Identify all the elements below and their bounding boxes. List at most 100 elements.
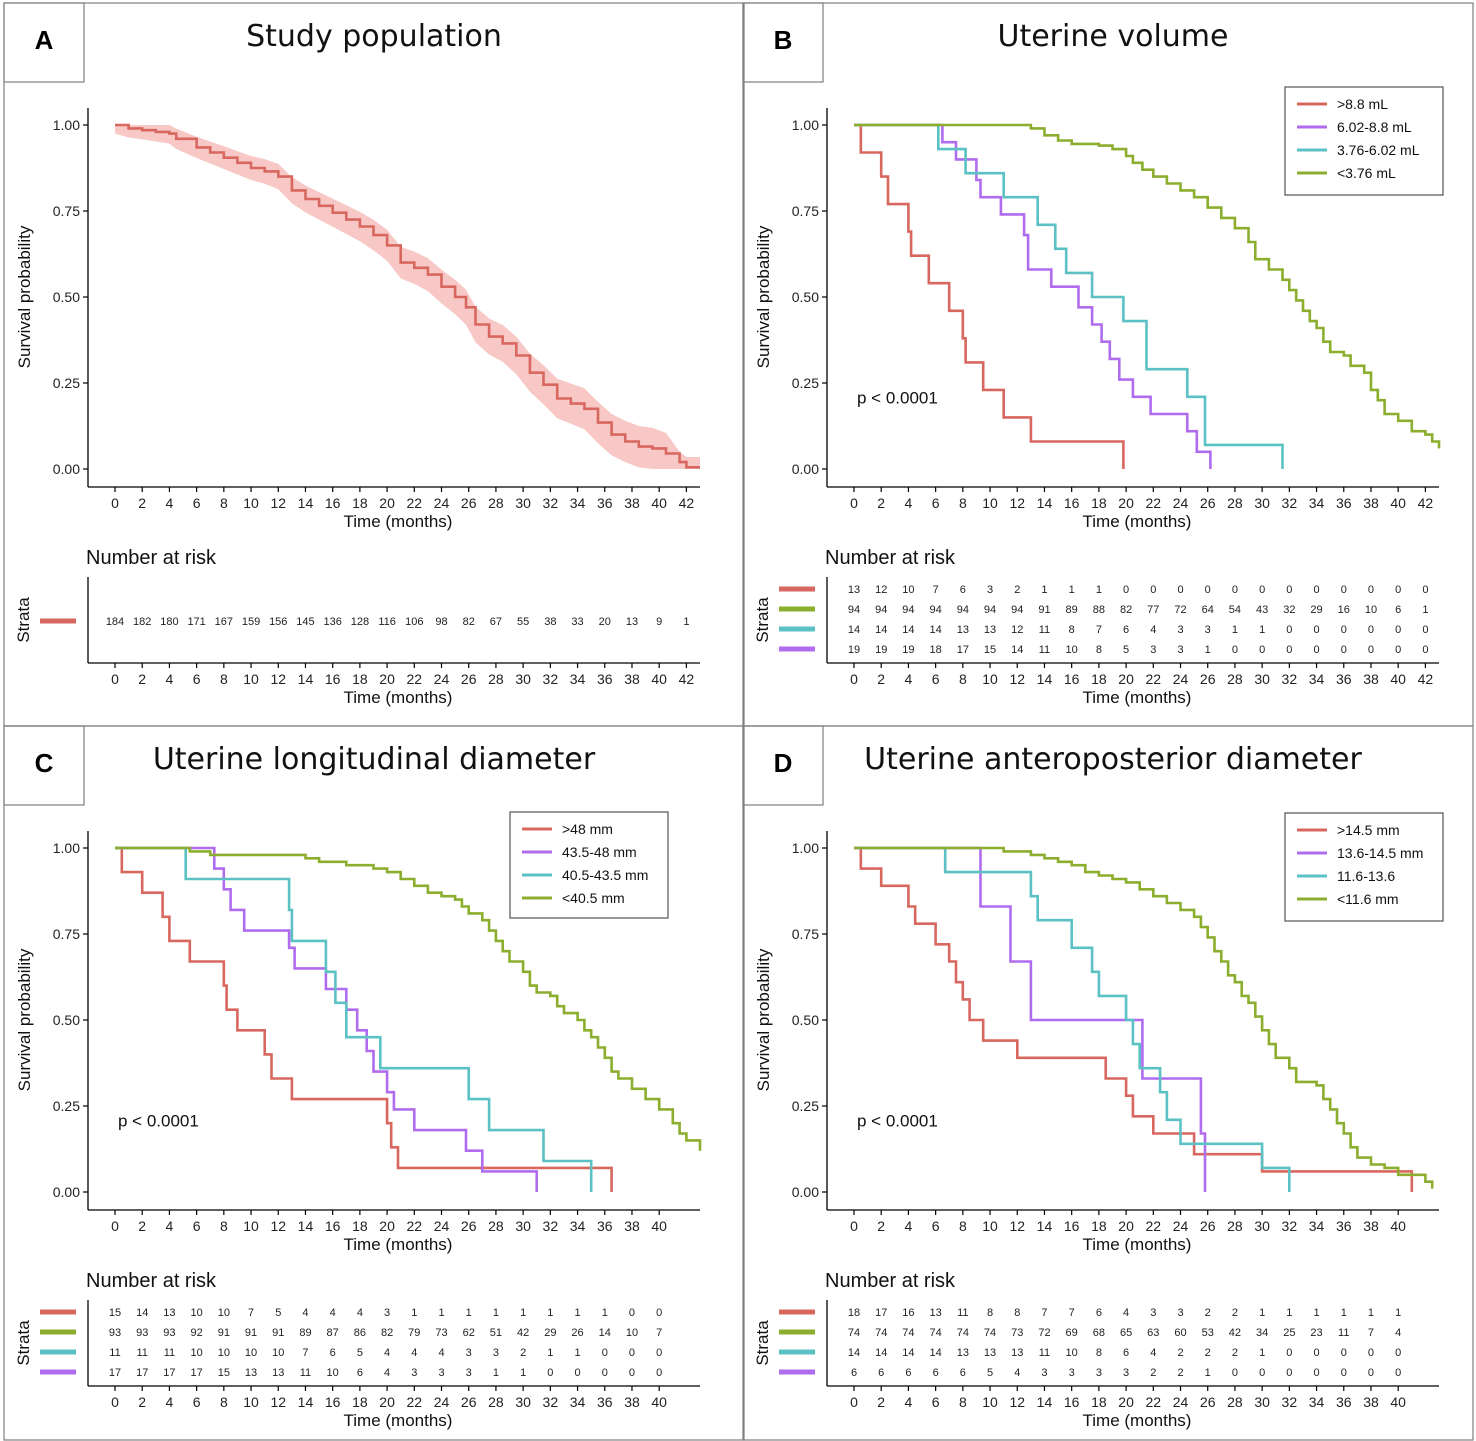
risk-count: 13	[272, 1367, 284, 1379]
risk-count: 0	[1368, 1367, 1374, 1379]
risk-count: 42	[517, 1327, 529, 1339]
risk-count: 18	[930, 644, 942, 656]
risk-count: 91	[218, 1327, 230, 1339]
risk-count: 0	[1395, 624, 1401, 636]
risk-count: 167	[215, 616, 233, 628]
risk-count: 11	[1338, 1327, 1349, 1339]
x-tick-label: 0	[111, 495, 119, 511]
risk-count: 82	[463, 616, 475, 628]
panel-title: Uterine anteroposterior diameter	[864, 742, 1362, 777]
panel-title: Uterine volume	[998, 19, 1229, 54]
x-tick-label: 30	[1254, 1218, 1270, 1234]
risk-count: 15	[218, 1367, 230, 1379]
risk-count: 0	[1150, 584, 1156, 596]
risk-count: 2	[520, 1347, 526, 1359]
risk-count: 13	[957, 1347, 969, 1359]
km-curve-3	[115, 846, 593, 1192]
risk-count: 43	[1256, 604, 1268, 616]
risk-x-tick-label: 12	[1009, 1394, 1025, 1410]
risk-x-axis-label: Time (months)	[344, 688, 453, 707]
risk-count: 62	[463, 1327, 475, 1339]
km-curve-3	[854, 846, 1291, 1192]
risk-count: 74	[984, 1327, 996, 1339]
risk-x-tick-label: 0	[111, 671, 119, 687]
risk-count: 0	[1395, 644, 1401, 656]
risk-count: 19	[848, 644, 860, 656]
x-tick-label: 8	[220, 495, 228, 511]
risk-x-tick-label: 22	[407, 671, 423, 687]
risk-x-tick-label: 8	[220, 1394, 228, 1410]
x-tick-label: 36	[597, 495, 613, 511]
risk-count: 6	[1123, 1347, 1129, 1359]
risk-x-tick-label: 8	[959, 1394, 967, 1410]
risk-x-tick-label: 42	[679, 671, 695, 687]
risk-count: 16	[1338, 604, 1350, 616]
risk-count: 1	[1286, 1307, 1292, 1319]
risk-count: 0	[1422, 624, 1428, 636]
risk-x-tick-label: 40	[1390, 671, 1406, 687]
risk-x-tick-label: 36	[597, 671, 613, 687]
legend-label: 40.5-43.5 mm	[562, 867, 648, 883]
risk-count: 4	[1150, 624, 1156, 636]
risk-x-tick-label: 4	[905, 1394, 913, 1410]
risk-count: 14	[848, 1347, 860, 1359]
risk-count: 182	[133, 616, 151, 628]
risk-count: 0	[629, 1367, 635, 1379]
risk-count: 6	[933, 1367, 939, 1379]
risk-count: 1	[1205, 644, 1211, 656]
x-axis-label: Time (months)	[1083, 1235, 1192, 1254]
risk-x-tick-label: 20	[379, 671, 395, 687]
y-tick-label: 1.00	[53, 117, 80, 133]
risk-count: 0	[547, 1367, 553, 1379]
risk-table-title: Number at risk	[86, 547, 217, 569]
risk-count: 91	[1038, 604, 1050, 616]
risk-count: 17	[136, 1367, 148, 1379]
risk-count: 13	[626, 616, 638, 628]
x-tick-label: 4	[905, 1218, 913, 1234]
legend: >8.8 mL 6.02-8.8 mL 3.76-6.02 mL <3.76 mL	[1284, 86, 1444, 196]
risk-x-tick-label: 28	[1227, 1394, 1243, 1410]
risk-count: 17	[163, 1367, 175, 1379]
risk-count: 8	[1069, 624, 1075, 636]
y-axis-label: Survival probability	[754, 225, 773, 368]
risk-count: 5	[357, 1347, 363, 1359]
risk-x-tick-label: 10	[243, 671, 259, 687]
risk-count: 74	[930, 1327, 942, 1339]
x-tick-label: 16	[325, 495, 341, 511]
risk-count: 64	[1202, 604, 1214, 616]
risk-count: 14	[599, 1327, 611, 1339]
risk-x-tick-label: 36	[597, 1394, 613, 1410]
risk-x-tick-label: 24	[434, 671, 450, 687]
x-tick-label: 34	[570, 1218, 586, 1234]
risk-x-tick-label: 36	[1336, 671, 1352, 687]
risk-count: 6	[851, 1367, 857, 1379]
p-value: p < 0.0001	[857, 1112, 938, 1131]
risk-count: 6	[1123, 624, 1129, 636]
x-tick-label: 28	[488, 1218, 504, 1234]
y-tick-label: 0.25	[53, 375, 80, 391]
risk-x-tick-label: 20	[1118, 671, 1134, 687]
x-tick-label: 38	[1363, 495, 1379, 511]
risk-count: 0	[602, 1347, 608, 1359]
panel-frame	[742, 725, 1474, 1441]
x-tick-label: 22	[407, 1218, 423, 1234]
risk-count: 3	[1205, 624, 1211, 636]
risk-count: 1	[683, 616, 689, 628]
risk-count: 128	[351, 616, 369, 628]
risk-x-tick-label: 36	[1336, 1394, 1352, 1410]
risk-x-tick-label: 30	[1254, 1394, 1270, 1410]
risk-count: 0	[1259, 644, 1265, 656]
risk-x-tick-label: 26	[461, 1394, 477, 1410]
risk-x-tick-label: 38	[624, 671, 640, 687]
x-tick-label: 12	[1009, 495, 1025, 511]
risk-count: 7	[1096, 624, 1102, 636]
km-curve-1	[115, 846, 613, 1192]
risk-count: 0	[1232, 1367, 1238, 1379]
risk-count: 1	[520, 1307, 526, 1319]
risk-count: 1	[1232, 624, 1238, 636]
risk-x-tick-label: 0	[850, 671, 858, 687]
x-tick-label: 14	[298, 1218, 314, 1234]
risk-count: 17	[109, 1367, 121, 1379]
risk-x-tick-label: 42	[1418, 671, 1434, 687]
